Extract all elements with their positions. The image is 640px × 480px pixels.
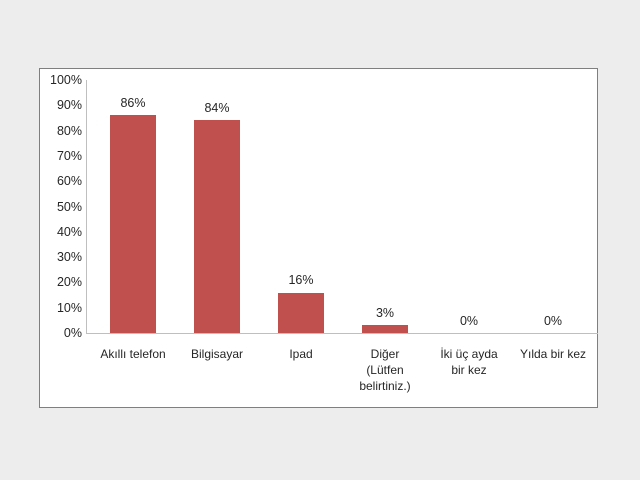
y-axis-tick-label: 100%: [50, 72, 82, 87]
bar-value-label: 0%: [459, 313, 479, 328]
bar-value-label: 0%: [543, 313, 563, 328]
x-axis-category-labels: Akıllı telefon Bilgisayar Ipad Diğer (Lütfen…: [87, 346, 591, 406]
y-axis-tick-label: 10%: [56, 300, 82, 315]
category-label-line: (Lütfen: [366, 363, 404, 377]
y-axis-tick-label: 40%: [56, 224, 82, 239]
bar[interactable]: [278, 292, 324, 333]
y-axis-tick-label: 80%: [56, 123, 82, 138]
y-axis-tick-label: 70%: [56, 148, 82, 163]
bar-value-label: 3%: [375, 305, 395, 320]
x-axis-category-label: Yılda bir kez: [511, 346, 595, 362]
y-axis-tick-label: 60%: [56, 173, 82, 188]
bar-slot: 86%: [91, 80, 175, 333]
bar-slot: 0%: [427, 80, 511, 333]
category-label-line: belirtiniz.): [359, 379, 411, 393]
y-axis-tick-label: 50%: [56, 199, 82, 214]
category-label-line: Ipad: [289, 347, 313, 361]
category-label-line: Diğer: [370, 347, 400, 361]
chart-frame: 100% 90% 80% 70% 60% 50% 40% 30% 20% 10% 0% 86% 84%…: [39, 68, 598, 408]
bar-slot: 16%: [259, 80, 343, 333]
bar-slot: 3%: [343, 80, 427, 333]
x-axis-category-label: Ipad: [259, 346, 343, 362]
category-label-line: bir kez: [451, 363, 487, 377]
bar-value-label: 86%: [120, 95, 146, 110]
y-axis-tick-label: 20%: [56, 275, 82, 290]
category-label-line: Akıllı telefon: [100, 347, 166, 361]
y-axis-tick-labels: 100% 90% 80% 70% 60% 50% 40% 30% 20% 10% 0%: [40, 74, 82, 339]
bar-slot: 0%: [511, 80, 595, 333]
bar-slot: 84%: [175, 80, 259, 333]
x-axis-category-label: Akıllı telefon: [91, 346, 175, 362]
x-axis-category-label: Diğer (Lütfen belirtiniz.): [343, 346, 427, 394]
bar-value-label: 16%: [288, 273, 314, 288]
category-label-line: Bilgisayar: [190, 347, 244, 361]
plot-area: 86% 84% 16% 3% 0% 0%: [87, 80, 591, 333]
bar[interactable]: [194, 120, 240, 333]
bar-value-label: 84%: [204, 100, 230, 115]
x-axis-category-label: İki üç ayda bir kez: [427, 346, 511, 378]
category-label-line: Yılda bir kez: [519, 347, 587, 361]
bar[interactable]: [362, 325, 408, 333]
y-axis-line: [86, 80, 87, 333]
bar[interactable]: [110, 115, 156, 333]
x-axis-category-label: Bilgisayar: [175, 346, 259, 362]
category-label-line: İki üç ayda: [440, 347, 498, 361]
y-axis-tick-label: 90%: [56, 98, 82, 113]
x-axis-line: [86, 333, 598, 334]
y-axis-tick-label: 30%: [56, 249, 82, 264]
y-axis-tick-label: 0%: [63, 325, 82, 340]
